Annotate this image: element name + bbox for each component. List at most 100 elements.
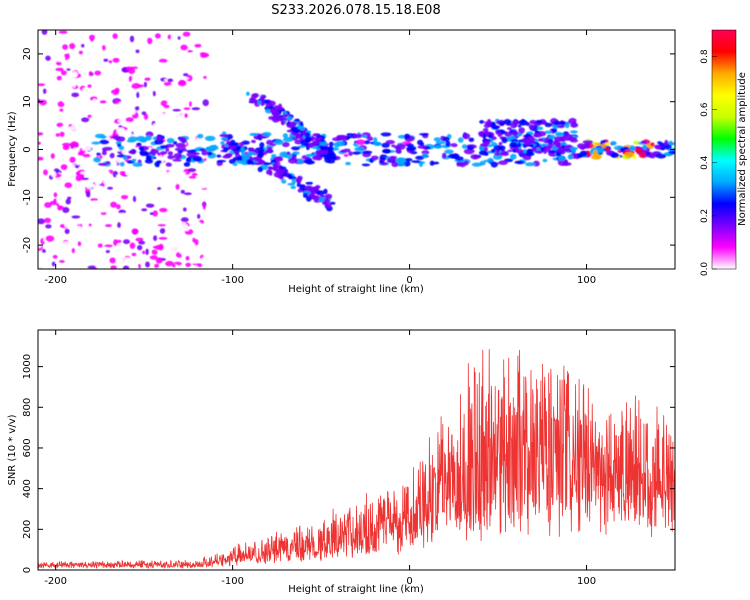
- halo-speck: [304, 175, 313, 181]
- main-band-blob: [383, 149, 391, 154]
- noise-speck: [71, 135, 80, 140]
- halo-speck: [469, 169, 478, 175]
- main-band-blob: [385, 140, 395, 145]
- main-band-blob: [249, 132, 259, 137]
- main-band-blob: [283, 137, 293, 143]
- main-band-blob: [405, 143, 414, 147]
- noise-speck: [183, 73, 189, 77]
- lump-blob: [564, 122, 570, 129]
- main-band-blob: [417, 139, 424, 146]
- lump-blob: [555, 151, 562, 157]
- noise-speck: [158, 58, 168, 63]
- noise-speck: [74, 207, 80, 214]
- noise-speck: [116, 255, 125, 261]
- noise-speck: [154, 181, 159, 187]
- noise-speck: [138, 45, 143, 49]
- slant-band-blob: [299, 184, 306, 191]
- noise-speck: [167, 34, 172, 40]
- noise-speck: [163, 81, 172, 86]
- noise-speck: [175, 183, 180, 190]
- noise-speck: [172, 108, 181, 112]
- noise-speck: [112, 107, 117, 111]
- main-band-blob: [288, 157, 298, 164]
- noise-speck: [141, 208, 148, 212]
- snr-series-line: [38, 349, 675, 569]
- noise-speck: [139, 224, 148, 228]
- noise-speck: [67, 196, 72, 200]
- main-band-blob: [463, 160, 469, 166]
- noise-speck: [95, 99, 100, 105]
- noise-speck: [135, 194, 142, 200]
- snr-x-tick-label: 0: [406, 576, 412, 587]
- halo-speck: [226, 111, 237, 115]
- colorbar-tick-label: 0.4: [700, 155, 710, 170]
- slant-band-blob: [302, 193, 308, 198]
- lump-blob: [526, 136, 536, 143]
- noise-speck: [107, 186, 114, 190]
- noise-speck: [52, 255, 58, 259]
- main-band-blob: [624, 151, 635, 158]
- halo-speck: [438, 174, 446, 180]
- noise-speck: [84, 45, 89, 48]
- main-band-blob: [362, 150, 373, 154]
- noise-speck: [196, 170, 203, 175]
- noise-speck: [111, 141, 115, 146]
- halo-speck: [313, 181, 323, 187]
- noise-speck: [70, 244, 76, 248]
- halo-speck: [373, 151, 379, 156]
- noise-speck: [167, 47, 174, 51]
- noise-speck: [112, 46, 116, 50]
- lump-blob: [529, 144, 534, 148]
- main-band-blob: [418, 161, 424, 168]
- noise-speck: [152, 90, 156, 97]
- noise-speck: [78, 39, 82, 42]
- slant-band-blob: [291, 178, 296, 185]
- halo-speck: [375, 173, 383, 180]
- slant-band-blob: [325, 193, 333, 200]
- halo-speck: [488, 169, 494, 175]
- lump-blob: [482, 127, 489, 132]
- lump-blob: [572, 147, 578, 151]
- noise-speck: [62, 241, 71, 247]
- colorbar-scale: [711, 29, 737, 270]
- noise-speck: [148, 53, 154, 57]
- lump-blob: [509, 141, 518, 148]
- main-band-blob: [102, 146, 113, 151]
- noise-speck: [149, 255, 158, 260]
- noise-speck: [110, 265, 117, 269]
- main-band-blob: [145, 155, 152, 162]
- noise-speck: [69, 156, 76, 163]
- noise-speck: [87, 180, 92, 184]
- noise-speck: [83, 244, 88, 248]
- noise-speck: [97, 243, 104, 248]
- noise-speck: [153, 55, 160, 61]
- halo-speck: [115, 157, 124, 163]
- halo-speck: [195, 175, 206, 179]
- slant-band-blob: [240, 146, 245, 153]
- noise-speck: [137, 245, 143, 251]
- main-band-blob: [115, 136, 126, 142]
- colorbar-tick-label: 0.2: [700, 209, 710, 223]
- noise-speck: [38, 161, 44, 166]
- main-band-blob: [441, 152, 447, 159]
- noise-speck: [143, 113, 149, 121]
- main-band-blob: [225, 153, 233, 157]
- noise-speck: [202, 203, 206, 210]
- noise-speck: [131, 252, 137, 257]
- noise-speck: [62, 207, 70, 213]
- noise-speck: [187, 59, 192, 64]
- noise-speck: [82, 87, 89, 92]
- snr-y-tick-label: 800: [22, 398, 33, 417]
- main-band-blob: [415, 155, 425, 160]
- halo-speck: [214, 125, 220, 132]
- main-band-blob: [312, 155, 320, 161]
- main-band-blob: [91, 141, 101, 145]
- main-band-blob: [497, 160, 508, 165]
- main-band-blob: [462, 144, 468, 150]
- lump-blob: [478, 150, 488, 156]
- lump-blob: [482, 133, 487, 140]
- lump-blob: [561, 147, 571, 152]
- main-band-blob: [373, 141, 382, 146]
- noise-speck: [203, 76, 207, 79]
- noise-speck: [77, 240, 82, 247]
